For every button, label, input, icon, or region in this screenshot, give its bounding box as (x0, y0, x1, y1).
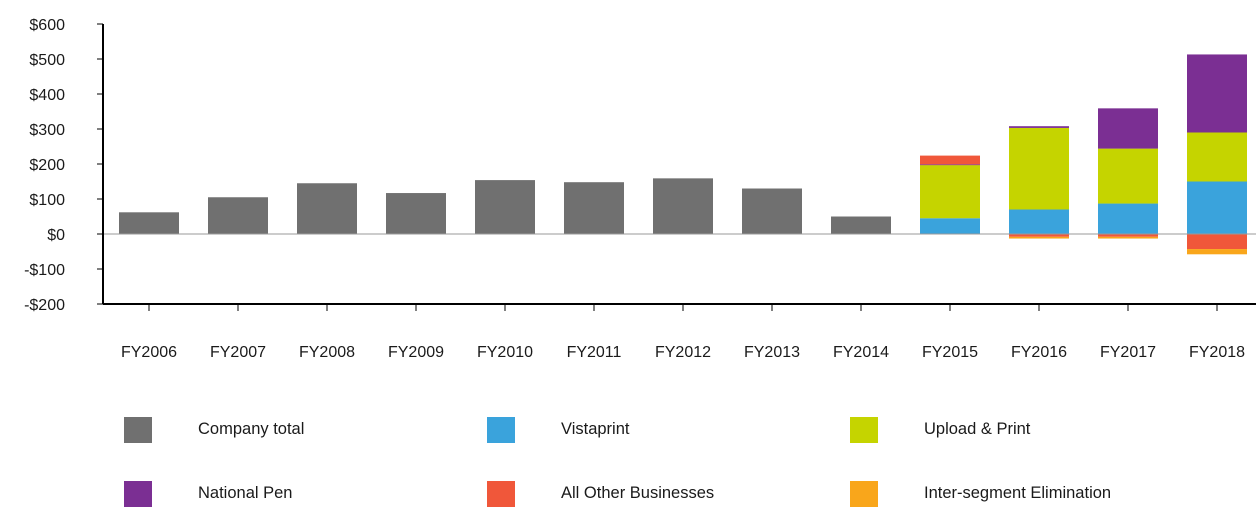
axis-ticks (97, 23, 1218, 311)
bar-all-other-businesses (920, 155, 980, 165)
bar-inter-segment-elimination (1098, 236, 1158, 239)
x-axis-tick-labels: FY2006 FY2007 FY2008 FY2009 FY2010 FY2011 FY20… (121, 344, 1245, 361)
bar-inter-segment-elimination (1009, 236, 1069, 239)
y-tick-label: -$100 (24, 262, 65, 279)
bar-vistaprint (1098, 203, 1158, 234)
x-tick-label: FY2006 (121, 344, 177, 361)
y-tick-label: $300 (29, 122, 65, 139)
bar-company-total (564, 182, 624, 234)
bar-all-other-businesses (1098, 234, 1158, 237)
y-tick-label: $100 (29, 192, 65, 209)
x-tick-label: FY2018 (1189, 344, 1245, 361)
x-tick-label: FY2013 (744, 344, 800, 361)
x-tick-label: FY2015 (922, 344, 978, 361)
y-tick-label: -$200 (24, 297, 65, 314)
bar-all-other-businesses (1009, 234, 1069, 237)
bar-national-pen (920, 164, 980, 166)
bar-company-total (119, 212, 179, 234)
x-tick-label: FY2010 (477, 344, 533, 361)
x-tick-label: FY2008 (299, 344, 355, 361)
y-tick-label: $200 (29, 157, 65, 174)
y-axis-tick-labels: -$200 -$100 $0 $100 $200 $300 $400 $500 $600 (24, 17, 65, 314)
y-tick-label: $600 (29, 17, 65, 34)
bar-company-total (386, 193, 446, 234)
bar-national-pen (1009, 126, 1069, 128)
axes (102, 24, 1256, 305)
bar-upload-print (920, 165, 980, 219)
bar-company-total (653, 178, 713, 234)
bar-upload-print (1009, 127, 1069, 210)
x-tick-label: FY2011 (567, 344, 622, 361)
x-tick-label: FY2009 (388, 344, 444, 361)
bar-company-total (742, 188, 802, 234)
x-tick-label: FY2014 (833, 344, 889, 361)
bar-vistaprint (920, 218, 980, 234)
bar-upload-print (1098, 148, 1158, 204)
bar-company-total (831, 216, 891, 234)
bar-national-pen (1187, 54, 1247, 133)
x-tick-label: FY2016 (1011, 344, 1067, 361)
y-tick-label: $400 (29, 87, 65, 104)
y-tick-label: $500 (29, 52, 65, 69)
bars (119, 54, 1247, 255)
bar-vistaprint (1187, 181, 1247, 234)
bar-company-total (475, 180, 535, 234)
bar-company-total (297, 183, 357, 234)
bar-company-total (208, 197, 268, 234)
y-tick-label: $0 (47, 227, 65, 244)
x-tick-label: FY2012 (655, 344, 711, 361)
bar-inter-segment-elimination (1187, 249, 1247, 255)
bar-all-other-businesses (1187, 234, 1247, 250)
x-tick-label: FY2017 (1100, 344, 1156, 361)
x-tick-label: FY2007 (210, 344, 266, 361)
bar-vistaprint (1009, 209, 1069, 234)
bar-upload-print (1187, 132, 1247, 182)
bar-national-pen (1098, 108, 1158, 149)
